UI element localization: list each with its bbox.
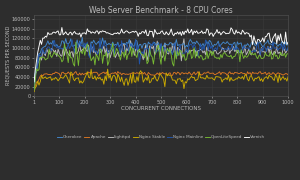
Varnish xyxy=(266,33,270,35)
X-axis label: CONCURRENT CONNECTIONS: CONCURRENT CONNECTIONS xyxy=(121,106,201,111)
Line: Nginx Mainline: Nginx Mainline xyxy=(34,38,288,90)
Lighttpd xyxy=(139,52,142,55)
Line: Lighttpd: Lighttpd xyxy=(34,39,288,89)
OpenLiteSpeed xyxy=(140,53,144,56)
Nginx Mainline xyxy=(266,45,270,47)
Apache xyxy=(126,73,130,76)
Cherokee xyxy=(32,81,36,83)
Cherokee xyxy=(126,42,130,45)
OpenLiteSpeed xyxy=(74,41,78,43)
Cherokee xyxy=(80,36,84,39)
Varnish xyxy=(140,31,144,33)
Apache xyxy=(32,88,36,90)
Cherokee xyxy=(55,44,58,46)
Nginx Mainline xyxy=(140,51,144,53)
Varnish xyxy=(32,81,36,83)
Nginx Mainline xyxy=(126,47,130,49)
Lighttpd xyxy=(286,48,290,50)
Legend: Cherokee, Apache, Lighttpd, Nginx Stable, Nginx Mainline, OpenLiteSpeed, Varnish: Cherokee, Apache, Lighttpd, Nginx Stable… xyxy=(55,134,267,141)
Cherokee xyxy=(266,39,270,41)
OpenLiteSpeed xyxy=(266,55,270,57)
Nginx Stable xyxy=(126,84,130,86)
Line: Varnish: Varnish xyxy=(34,28,288,82)
Nginx Mainline xyxy=(286,46,290,48)
Line: OpenLiteSpeed: OpenLiteSpeed xyxy=(34,42,288,90)
OpenLiteSpeed xyxy=(171,62,174,64)
Apache xyxy=(116,70,120,73)
Cherokee xyxy=(33,72,37,74)
Nginx Stable xyxy=(266,78,270,80)
Nginx Stable xyxy=(140,73,144,75)
Y-axis label: REQUESTS PER SECOND: REQUESTS PER SECOND xyxy=(6,26,10,85)
Nginx Stable xyxy=(33,87,37,89)
Nginx Mainline xyxy=(32,89,36,91)
OpenLiteSpeed xyxy=(32,89,36,91)
OpenLiteSpeed xyxy=(126,53,130,56)
Title: Web Server Benchmark - 8 CPU Cores: Web Server Benchmark - 8 CPU Cores xyxy=(89,6,233,15)
Lighttpd xyxy=(182,38,186,40)
Lighttpd xyxy=(33,73,37,75)
Line: Apache: Apache xyxy=(34,71,288,89)
Nginx Stable xyxy=(55,78,58,80)
Cherokee xyxy=(140,47,144,49)
Lighttpd xyxy=(266,45,270,48)
Varnish xyxy=(33,70,37,72)
Apache xyxy=(286,74,290,76)
Cherokee xyxy=(171,45,174,47)
Varnish xyxy=(60,26,64,29)
Nginx Mainline xyxy=(33,76,37,78)
Nginx Mainline xyxy=(55,47,58,49)
Line: Cherokee: Cherokee xyxy=(34,37,288,82)
Lighttpd xyxy=(169,52,173,54)
Varnish xyxy=(171,33,174,35)
Apache xyxy=(55,71,58,74)
Lighttpd xyxy=(32,88,36,90)
Cherokee xyxy=(286,43,290,45)
Apache xyxy=(171,74,174,76)
Nginx Stable xyxy=(32,91,36,93)
Nginx Mainline xyxy=(171,53,174,56)
OpenLiteSpeed xyxy=(55,53,58,55)
Line: Nginx Stable: Nginx Stable xyxy=(34,69,288,92)
Apache xyxy=(266,72,270,75)
Apache xyxy=(140,71,144,73)
Varnish xyxy=(55,31,58,33)
Nginx Stable xyxy=(171,79,174,81)
Apache xyxy=(33,85,37,87)
Nginx Stable xyxy=(106,68,110,70)
OpenLiteSpeed xyxy=(286,53,290,55)
Varnish xyxy=(126,31,130,33)
Nginx Mainline xyxy=(98,37,102,39)
Lighttpd xyxy=(55,55,58,58)
Varnish xyxy=(286,41,290,43)
Nginx Stable xyxy=(286,75,290,77)
Lighttpd xyxy=(125,47,128,49)
OpenLiteSpeed xyxy=(33,80,37,82)
